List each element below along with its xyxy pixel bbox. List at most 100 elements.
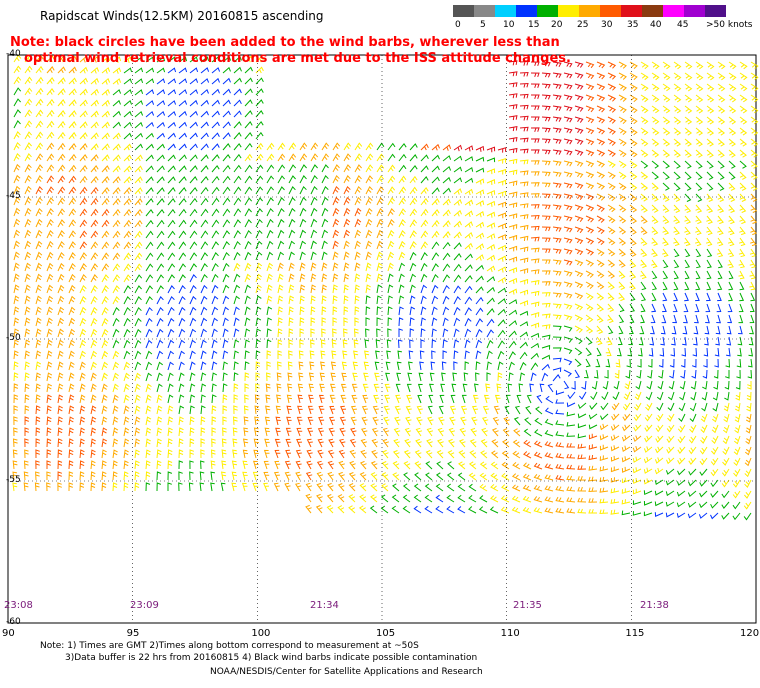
wind-barb xyxy=(391,494,400,503)
wind-barb xyxy=(728,193,736,202)
wind-barb xyxy=(24,87,33,96)
wind-barb xyxy=(541,182,551,188)
wind-barb xyxy=(596,193,605,201)
wind-barb xyxy=(222,427,227,437)
wind-barb xyxy=(232,416,238,426)
wind-barb xyxy=(90,252,99,261)
wind-barb xyxy=(563,314,573,321)
wind-barb xyxy=(189,471,194,481)
wind-barb xyxy=(35,350,42,360)
wind-barb xyxy=(673,149,681,158)
wind-barb xyxy=(35,120,44,129)
wind-barb xyxy=(277,153,286,162)
wind-barb xyxy=(310,251,317,261)
wind-barb xyxy=(535,406,543,415)
wind-barb xyxy=(475,200,485,207)
wind-barb xyxy=(469,450,477,459)
wind-barb xyxy=(706,171,714,180)
wind-barb xyxy=(264,416,271,426)
wind-barb xyxy=(13,218,21,228)
wind-barb xyxy=(255,66,264,74)
wind-barb xyxy=(35,65,44,74)
wind-barb xyxy=(606,336,613,346)
wind-barb xyxy=(244,219,252,228)
wind-barb xyxy=(406,383,412,393)
wind-barb xyxy=(101,372,108,382)
wind-barb xyxy=(46,164,55,173)
wind-barb xyxy=(188,482,194,492)
wind-barb xyxy=(101,285,109,294)
wind-barb xyxy=(200,219,209,228)
wind-barb xyxy=(156,350,164,360)
wind-barb xyxy=(585,127,595,135)
wind-barb xyxy=(13,54,22,63)
wind-barb xyxy=(244,372,250,382)
wind-barb xyxy=(35,328,42,338)
wind-barb xyxy=(222,99,231,107)
wind-barb xyxy=(632,477,642,484)
wind-barb xyxy=(566,486,576,492)
wind-barb xyxy=(376,207,384,217)
wind-barb xyxy=(541,171,551,177)
wind-barb xyxy=(519,224,529,231)
wind-barb xyxy=(490,461,499,470)
wind-barb xyxy=(409,284,416,294)
wind-barb xyxy=(243,416,249,426)
wind-barb xyxy=(359,483,367,492)
wind-barb xyxy=(222,66,231,74)
wind-barb xyxy=(156,383,163,393)
wind-barb xyxy=(640,182,649,191)
wind-barb xyxy=(145,471,151,481)
wind-barb xyxy=(706,83,715,92)
wind-barb xyxy=(354,240,361,250)
wind-barb xyxy=(365,251,372,261)
wind-barb xyxy=(497,190,507,197)
wind-barb xyxy=(79,121,88,129)
wind-barb xyxy=(651,182,659,191)
wind-barb xyxy=(189,383,196,393)
wind-barb xyxy=(468,461,477,470)
wind-barb xyxy=(68,55,77,63)
wind-barb xyxy=(508,256,518,263)
wind-barb xyxy=(585,292,594,301)
wind-barb xyxy=(233,383,239,393)
wind-barb xyxy=(588,498,598,503)
wind-barb xyxy=(288,317,294,327)
wind-barb xyxy=(640,281,647,291)
wind-barb xyxy=(690,391,697,401)
wind-barb xyxy=(739,149,747,158)
wind-barb xyxy=(530,372,537,382)
wind-barb xyxy=(574,193,584,200)
wind-barb xyxy=(739,226,746,236)
wind-barb xyxy=(156,372,163,382)
wind-barb xyxy=(321,284,327,294)
wind-barb xyxy=(446,483,455,492)
wind-barb xyxy=(651,226,659,235)
wind-barb xyxy=(145,198,154,206)
wind-barb xyxy=(629,160,638,169)
wind-barb xyxy=(747,358,753,368)
wind-barb xyxy=(296,438,303,448)
wind-barb xyxy=(370,494,378,503)
wind-barb xyxy=(277,273,284,283)
wind-barb xyxy=(695,226,702,236)
wind-barb xyxy=(574,281,584,289)
wind-barb xyxy=(90,394,97,404)
wind-barb xyxy=(211,121,220,129)
wind-barb-field xyxy=(12,54,759,521)
wind-barb xyxy=(552,160,562,166)
wind-barb xyxy=(596,303,604,312)
wind-barb xyxy=(79,252,87,261)
wind-barb xyxy=(397,339,403,349)
wind-barb xyxy=(353,339,359,349)
wind-barb xyxy=(167,230,176,239)
wind-barb xyxy=(475,189,485,196)
wind-barb xyxy=(750,94,759,103)
wind-barb xyxy=(145,416,152,426)
wind-barb xyxy=(337,505,345,514)
wind-barb xyxy=(644,435,653,443)
wind-barb xyxy=(145,56,155,63)
wind-barb xyxy=(145,350,153,360)
wind-barb xyxy=(508,234,518,241)
wind-barb xyxy=(123,383,130,393)
